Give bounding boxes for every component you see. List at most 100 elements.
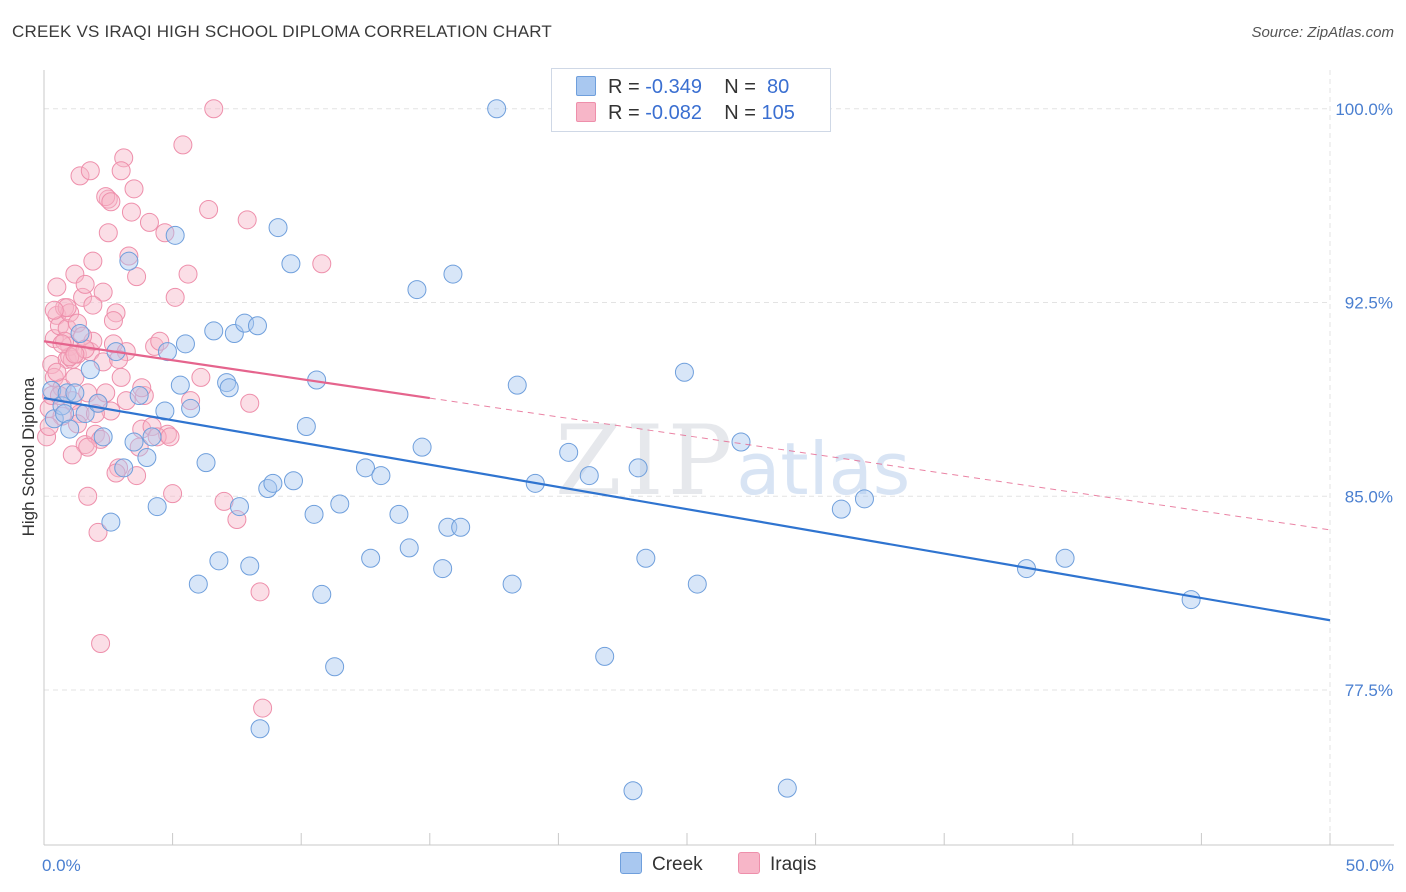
creek-swatch <box>620 852 642 874</box>
iraqis-point <box>121 202 141 222</box>
creek-point <box>229 497 249 517</box>
legend-r-label: R = <box>608 102 640 124</box>
creek-point <box>777 778 797 798</box>
iraqis-point <box>204 99 224 119</box>
creek-point <box>119 251 139 271</box>
iraqis-point <box>91 634 111 653</box>
iraqis-point <box>44 300 64 320</box>
source-credit: Source: ZipAtlas.com <box>1251 24 1394 41</box>
creek-point <box>1181 590 1201 610</box>
watermark-atlas: atlas <box>736 427 911 511</box>
creek-point <box>628 458 648 478</box>
creek-point <box>250 719 270 739</box>
creek-point <box>224 324 244 343</box>
creek-point <box>312 584 332 604</box>
iraqis-point <box>173 135 193 155</box>
iraqis-point <box>83 251 103 271</box>
creek-point <box>170 375 190 395</box>
creek-point <box>175 334 195 354</box>
iraqis-point <box>191 367 211 387</box>
creek-point <box>188 574 208 594</box>
legend-n-value: 80 <box>767 76 790 98</box>
creek-point <box>487 99 507 119</box>
creek-point <box>240 556 260 576</box>
creek-point <box>451 517 471 537</box>
trend-lines <box>43 340 1331 622</box>
creek-point <box>443 264 463 284</box>
series-legend-iraqis[interactable]: Iraqis <box>737 852 816 876</box>
creek-point <box>281 254 301 274</box>
creek-point <box>623 781 643 801</box>
iraqis-point <box>134 386 154 405</box>
iraqis-point <box>181 391 201 411</box>
y-tick-label: 77.5% <box>1345 681 1393 700</box>
series-legend-creek[interactable]: Creek <box>620 852 703 876</box>
creek-point <box>636 548 656 568</box>
creek-point <box>371 466 391 486</box>
iraqis-point <box>78 486 98 506</box>
iraqis-series <box>37 99 332 718</box>
creek-point <box>731 432 751 452</box>
creek-point <box>101 512 121 532</box>
iraqis-trend-extension <box>429 397 1331 531</box>
creek-point <box>129 386 149 405</box>
creek-point <box>330 494 350 514</box>
grid-lines <box>44 70 1331 845</box>
chart-title: CREEK VS IRAQI HIGH SCHOOL DIPLOMA CORRE… <box>12 22 553 41</box>
iraqis-point <box>47 362 67 382</box>
creek-point <box>165 225 185 245</box>
creek-point <box>502 574 522 594</box>
iraqis-point <box>83 295 103 315</box>
iraqis-point <box>127 267 147 287</box>
iraqis-point <box>65 344 85 364</box>
iraqis-point <box>70 166 90 186</box>
iraqis-point <box>150 331 170 351</box>
y-tick-label: 85.0% <box>1345 487 1393 506</box>
creek-point <box>181 398 201 418</box>
iraqis-point <box>80 161 100 181</box>
iraqis-point <box>178 264 198 284</box>
iraqis-point <box>75 274 95 294</box>
creek-point <box>507 375 527 395</box>
creek-point <box>296 417 316 436</box>
creek-point <box>579 466 599 486</box>
creek-point <box>356 458 375 478</box>
iraqis-trend-line <box>43 340 430 400</box>
axes <box>43 70 1394 846</box>
legend-row-iraqis: R = -0.082 N = 105 <box>576 102 795 126</box>
creek-point <box>283 471 303 491</box>
legend-n-label: N = <box>724 102 756 124</box>
iraqis-point <box>116 391 136 411</box>
y-axis-label: High School Diploma <box>19 377 38 536</box>
iraqis-point <box>109 458 129 478</box>
creek-point <box>142 427 162 447</box>
creek-point <box>268 218 288 238</box>
creek-point <box>55 404 75 424</box>
iraqis-point <box>214 491 234 511</box>
iraqis-point <box>101 192 121 212</box>
legend-r-value: -0.349 <box>645 76 702 98</box>
creek-point <box>196 453 216 473</box>
iraqis-point <box>65 367 85 387</box>
iraqis-point <box>132 378 152 398</box>
watermark: ZIPatlas <box>555 405 910 517</box>
creek-point <box>147 497 167 517</box>
iraqis-point <box>60 303 80 323</box>
legend-n-value: 105 <box>761 102 795 124</box>
creek-point <box>65 383 85 403</box>
creek-point <box>157 342 177 362</box>
iraqis-point <box>47 277 67 297</box>
stats-legend: R = -0.349 N = 80 R = -0.082 N = 105 <box>551 68 831 132</box>
creek-point <box>209 551 229 571</box>
creek-point <box>854 489 874 509</box>
creek-point <box>258 479 278 498</box>
creek-point <box>1055 548 1075 568</box>
creek-point <box>60 419 80 439</box>
iraqis-point <box>98 189 118 209</box>
x-tick-label: 50.0% <box>1346 856 1394 875</box>
x-tick-label: 0.0% <box>42 856 81 875</box>
iraqis-point <box>103 311 123 331</box>
iraqis-point <box>250 582 270 602</box>
creek-point <box>124 432 144 452</box>
